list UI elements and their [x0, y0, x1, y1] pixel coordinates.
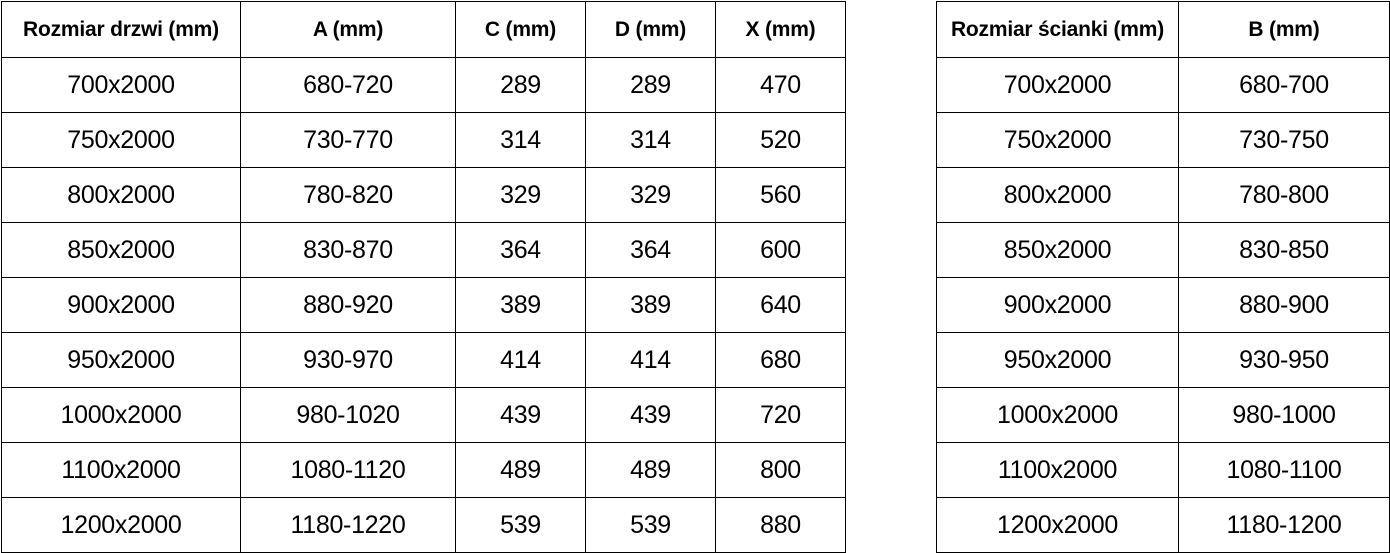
- cell-wall-size: 850x2000: [936, 222, 1179, 278]
- cell-door-size: 750x2000: [1, 112, 241, 168]
- cell-b: 730-750: [1178, 112, 1390, 168]
- cell-a: 780-820: [240, 167, 456, 223]
- table-row: 850x2000 830-850: [936, 222, 1390, 278]
- cell-c: 539: [455, 497, 586, 553]
- wall-table-header: Rozmiar ścianki (mm) B (mm): [936, 1, 1390, 58]
- cell-c: 389: [455, 277, 586, 333]
- cell-d: 539: [585, 497, 716, 553]
- cell-wall-size: 1200x2000: [936, 497, 1179, 553]
- table-row: 800x2000 780-800: [936, 167, 1390, 223]
- cell-d: 289: [585, 57, 716, 113]
- cell-door-size: 700x2000: [1, 57, 241, 113]
- cell-door-size: 900x2000: [1, 277, 241, 333]
- table-row: 900x2000 880-920 389 389 640: [1, 277, 846, 333]
- column-header-door-size: Rozmiar drzwi (mm): [1, 1, 241, 58]
- doors-table-header: Rozmiar drzwi (mm) A (mm) C (mm) D (mm) …: [1, 1, 846, 58]
- cell-wall-size: 1000x2000: [936, 387, 1179, 443]
- table-row: 750x2000 730-770 314 314 520: [1, 112, 846, 168]
- cell-b: 830-850: [1178, 222, 1390, 278]
- table-row: 700x2000 680-700: [936, 57, 1390, 113]
- cell-a: 880-920: [240, 277, 456, 333]
- table-row: 700x2000 680-720 289 289 470: [1, 57, 846, 113]
- cell-b: 680-700: [1178, 57, 1390, 113]
- cell-door-size: 1200x2000: [1, 497, 241, 553]
- cell-door-size: 1000x2000: [1, 387, 241, 443]
- cell-a: 1080-1120: [240, 442, 456, 498]
- table-row: 800x2000 780-820 329 329 560: [1, 167, 846, 223]
- cell-d: 314: [585, 112, 716, 168]
- cell-d: 414: [585, 332, 716, 388]
- cell-b: 780-800: [1178, 167, 1390, 223]
- cell-a: 930-970: [240, 332, 456, 388]
- table-row: 1200x2000 1180-1200: [936, 497, 1390, 553]
- cell-c: 489: [455, 442, 586, 498]
- cell-b: 930-950: [1178, 332, 1390, 388]
- cell-x: 880: [715, 497, 846, 553]
- column-header-b: B (mm): [1178, 1, 1390, 58]
- table-row: 1100x2000 1080-1120 489 489 800: [1, 442, 846, 498]
- cell-c: 329: [455, 167, 586, 223]
- table-row: 1100x2000 1080-1100: [936, 442, 1390, 498]
- table-row: 1200x2000 1180-1220 539 539 880: [1, 497, 846, 553]
- table-row: 850x2000 830-870 364 364 600: [1, 222, 846, 278]
- column-header-a: A (mm): [240, 1, 456, 58]
- cell-a: 680-720: [240, 57, 456, 113]
- cell-wall-size: 800x2000: [936, 167, 1179, 223]
- cell-x: 600: [715, 222, 846, 278]
- cell-b: 980-1000: [1178, 387, 1390, 443]
- cell-door-size: 850x2000: [1, 222, 241, 278]
- table-row: 1000x2000 980-1000: [936, 387, 1390, 443]
- cell-d: 489: [585, 442, 716, 498]
- cell-c: 414: [455, 332, 586, 388]
- cell-x: 520: [715, 112, 846, 168]
- cell-wall-size: 750x2000: [936, 112, 1179, 168]
- table-row: 900x2000 880-900: [936, 277, 1390, 333]
- cell-x: 680: [715, 332, 846, 388]
- cell-b: 1080-1100: [1178, 442, 1390, 498]
- table-row: 750x2000 730-750: [936, 112, 1390, 168]
- column-header-d: D (mm): [585, 1, 716, 58]
- column-header-x: X (mm): [715, 1, 846, 58]
- cell-d: 364: [585, 222, 716, 278]
- table-row: 950x2000 930-970 414 414 680: [1, 332, 846, 388]
- table-row: 1000x2000 980-1020 439 439 720: [1, 387, 846, 443]
- table-header-row: Rozmiar drzwi (mm) A (mm) C (mm) D (mm) …: [1, 1, 846, 58]
- cell-c: 364: [455, 222, 586, 278]
- doors-dimensions-table: Rozmiar drzwi (mm) A (mm) C (mm) D (mm) …: [1, 1, 846, 553]
- table-header-row: Rozmiar ścianki (mm) B (mm): [936, 1, 1390, 58]
- cell-c: 314: [455, 112, 586, 168]
- cell-x: 640: [715, 277, 846, 333]
- cell-a: 1180-1220: [240, 497, 456, 553]
- cell-a: 830-870: [240, 222, 456, 278]
- cell-door-size: 950x2000: [1, 332, 241, 388]
- cell-d: 329: [585, 167, 716, 223]
- cell-c: 289: [455, 57, 586, 113]
- cell-wall-size: 1100x2000: [936, 442, 1179, 498]
- cell-door-size: 800x2000: [1, 167, 241, 223]
- cell-door-size: 1100x2000: [1, 442, 241, 498]
- cell-wall-size: 900x2000: [936, 277, 1179, 333]
- column-header-wall-size: Rozmiar ścianki (mm): [936, 1, 1179, 58]
- cell-a: 980-1020: [240, 387, 456, 443]
- cell-x: 720: [715, 387, 846, 443]
- cell-b: 880-900: [1178, 277, 1390, 333]
- cell-x: 560: [715, 167, 846, 223]
- wall-table-body: 700x2000 680-700 750x2000 730-750 800x20…: [936, 57, 1390, 553]
- cell-wall-size: 700x2000: [936, 57, 1179, 113]
- cell-wall-size: 950x2000: [936, 332, 1179, 388]
- column-header-c: C (mm): [455, 1, 586, 58]
- cell-x: 470: [715, 57, 846, 113]
- cell-d: 439: [585, 387, 716, 443]
- cell-a: 730-770: [240, 112, 456, 168]
- cell-c: 439: [455, 387, 586, 443]
- cell-d: 389: [585, 277, 716, 333]
- table-row: 950x2000 930-950: [936, 332, 1390, 388]
- cell-b: 1180-1200: [1178, 497, 1390, 553]
- doors-table-body: 700x2000 680-720 289 289 470 750x2000 73…: [1, 57, 846, 553]
- cell-x: 800: [715, 442, 846, 498]
- wall-panel-dimensions-table: Rozmiar ścianki (mm) B (mm) 700x2000 680…: [936, 1, 1390, 553]
